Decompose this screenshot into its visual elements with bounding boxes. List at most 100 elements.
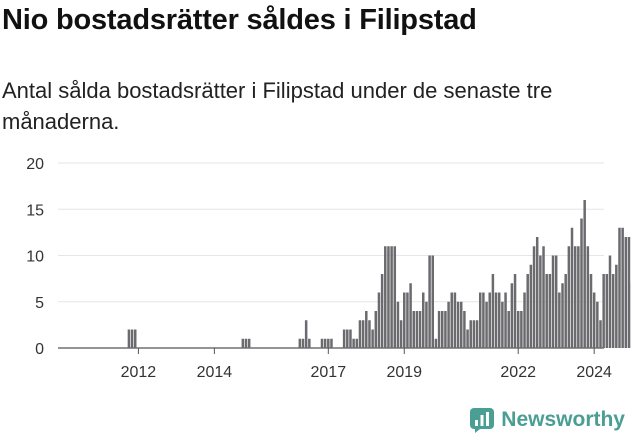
bar bbox=[542, 246, 545, 348]
bar bbox=[330, 338, 333, 348]
bar bbox=[437, 311, 441, 348]
bar bbox=[384, 246, 387, 348]
bar bbox=[323, 338, 327, 348]
x-axis: 2012 2014 2017 2019 2022 2024 bbox=[121, 348, 612, 381]
y-tick-label: 20 bbox=[26, 156, 44, 173]
bar bbox=[580, 218, 583, 348]
bar bbox=[482, 292, 485, 348]
chart-title: Nio bostadsrätter såldes i Filipstad bbox=[2, 4, 477, 36]
x-tick-label: 2014 bbox=[197, 364, 233, 381]
bar bbox=[444, 311, 447, 348]
y-axis: 0 5 10 15 20 bbox=[26, 156, 44, 358]
bar bbox=[422, 292, 425, 348]
bar bbox=[539, 255, 542, 348]
bar bbox=[355, 338, 359, 348]
bar bbox=[361, 320, 365, 348]
bar bbox=[526, 274, 529, 348]
bar bbox=[346, 329, 349, 348]
bar bbox=[428, 255, 431, 348]
bar bbox=[624, 237, 628, 348]
newsworthy-logo-icon bbox=[470, 408, 495, 433]
bar bbox=[602, 274, 605, 348]
bar bbox=[431, 255, 435, 348]
bar bbox=[352, 338, 355, 348]
bar bbox=[412, 311, 416, 348]
bars bbox=[127, 200, 631, 348]
bar bbox=[504, 292, 507, 348]
bar bbox=[298, 338, 302, 348]
y-tick-label: 15 bbox=[26, 202, 44, 219]
bar bbox=[475, 320, 479, 348]
bar bbox=[523, 292, 526, 348]
bar bbox=[558, 292, 561, 348]
bar bbox=[564, 274, 567, 348]
bar bbox=[592, 292, 596, 348]
bar bbox=[247, 338, 251, 348]
bar bbox=[513, 274, 517, 348]
bar bbox=[589, 274, 593, 348]
bar bbox=[497, 292, 501, 348]
bar bbox=[520, 311, 523, 348]
bar bbox=[241, 338, 245, 348]
bar bbox=[627, 237, 631, 348]
bar bbox=[371, 329, 374, 348]
y-tick-label: 10 bbox=[26, 249, 44, 266]
bar bbox=[516, 311, 520, 348]
bar bbox=[327, 338, 330, 348]
bar bbox=[491, 274, 495, 348]
bar bbox=[545, 274, 548, 348]
bar bbox=[393, 246, 397, 348]
bar bbox=[434, 338, 438, 348]
bar bbox=[567, 246, 571, 348]
bar bbox=[478, 292, 482, 348]
bar bbox=[308, 338, 311, 348]
bar bbox=[320, 338, 324, 348]
bar bbox=[365, 311, 368, 348]
bar bbox=[488, 292, 491, 348]
bar bbox=[485, 301, 488, 348]
y-tick-label: 0 bbox=[35, 341, 44, 358]
bar bbox=[133, 329, 137, 348]
bar bbox=[459, 301, 463, 348]
bar bbox=[599, 320, 602, 348]
bar bbox=[380, 274, 384, 348]
bar bbox=[596, 301, 599, 348]
brand-name: Newsworthy bbox=[501, 408, 625, 431]
bar bbox=[447, 301, 450, 348]
bar bbox=[501, 301, 504, 348]
bar bbox=[529, 264, 533, 348]
bar bbox=[358, 320, 362, 348]
x-tick-label: 2017 bbox=[311, 364, 347, 381]
bar bbox=[554, 255, 558, 348]
bar bbox=[573, 246, 577, 348]
bar bbox=[621, 227, 624, 348]
x-tick-label: 2019 bbox=[386, 364, 422, 381]
brand-logo[interactable]: Newsworthy bbox=[469, 407, 625, 433]
bar bbox=[304, 320, 308, 348]
bar bbox=[377, 292, 381, 348]
bar bbox=[510, 283, 514, 348]
bar bbox=[570, 227, 574, 348]
bar bbox=[494, 292, 498, 348]
bar bbox=[608, 255, 612, 348]
bar bbox=[618, 227, 621, 348]
bar bbox=[532, 246, 536, 348]
x-tick-label: 2022 bbox=[500, 364, 536, 381]
bar bbox=[535, 237, 539, 348]
bar bbox=[403, 292, 406, 348]
bar bbox=[418, 311, 422, 348]
x-tick-label: 2024 bbox=[576, 364, 612, 381]
bar bbox=[368, 320, 371, 348]
bar bbox=[130, 329, 134, 348]
bar bbox=[390, 246, 393, 348]
bar bbox=[463, 311, 466, 348]
bar bbox=[472, 320, 476, 348]
bar bbox=[605, 274, 609, 348]
bar bbox=[425, 301, 428, 348]
chart-subtitle: Antal sålda bostadsrätter i Filipstad un… bbox=[2, 78, 553, 134]
bar bbox=[561, 283, 564, 348]
bar bbox=[387, 246, 390, 348]
bar bbox=[374, 311, 378, 348]
bar bbox=[551, 255, 555, 348]
